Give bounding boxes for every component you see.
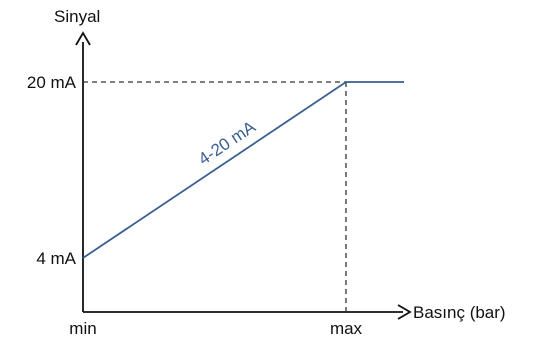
- x-axis-label: Basınç (bar): [413, 303, 506, 322]
- series-line-4-20ma: [82, 81, 404, 259]
- x-axis-arrow-icon: [397, 304, 412, 320]
- y-tick-label-20ma: 20 mA: [27, 73, 77, 92]
- y-tick-label-4ma: 4 mA: [36, 249, 76, 268]
- x-tick-label-min: min: [69, 319, 96, 338]
- y-axis-arrow-icon: [75, 31, 91, 46]
- x-tick-label-max: max: [330, 319, 363, 338]
- y-axis-label: Sinyal: [54, 7, 100, 26]
